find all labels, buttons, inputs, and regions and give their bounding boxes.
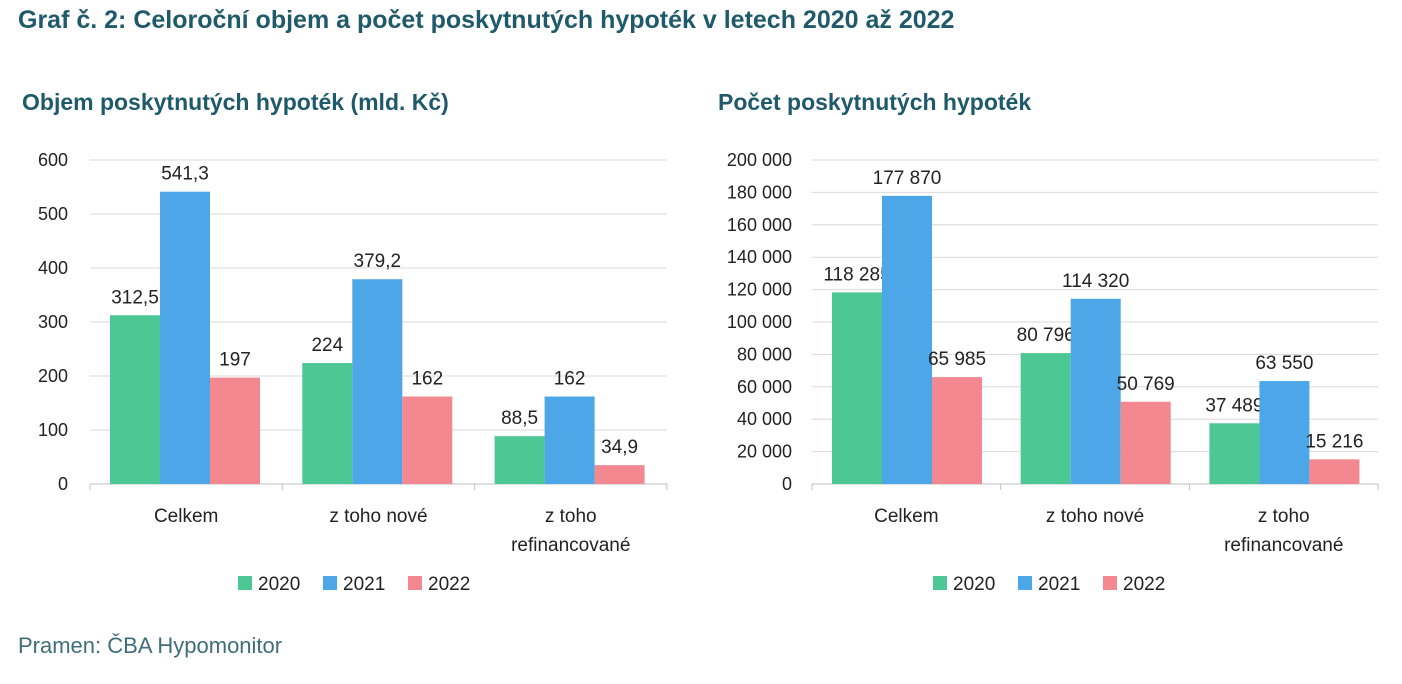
source-note: Pramen: ČBA Hypomonitor bbox=[18, 633, 283, 658]
bar bbox=[1120, 401, 1171, 484]
bar bbox=[210, 377, 260, 484]
bar bbox=[302, 363, 353, 484]
data-label: 63 550 bbox=[1255, 353, 1313, 374]
y-tick-label: 80 000 bbox=[737, 344, 792, 364]
data-label: 224 bbox=[311, 335, 343, 356]
data-label: 50 769 bbox=[1117, 374, 1175, 395]
y-tick-label: 60 000 bbox=[737, 377, 792, 397]
data-label: 162 bbox=[411, 369, 443, 390]
y-tick-label: 0 bbox=[782, 474, 792, 494]
bar bbox=[544, 396, 595, 484]
y-tick-label: 200 000 bbox=[727, 150, 792, 170]
legend-swatch bbox=[1103, 576, 1117, 590]
y-tick-label: 400 bbox=[38, 258, 68, 278]
legend-label: 2020 bbox=[258, 574, 300, 595]
y-tick-label: 500 bbox=[38, 204, 68, 224]
legend-label: 2021 bbox=[1038, 574, 1080, 595]
chart-title: Počet poskytnutých hypoték bbox=[718, 89, 1031, 115]
data-label: 312,5 bbox=[111, 287, 159, 308]
bar bbox=[882, 195, 932, 485]
bar bbox=[932, 377, 982, 484]
volume-chart: Objem poskytnutých hypoték (mld. Kč) 0 100… bbox=[22, 89, 668, 595]
legend-swatch bbox=[323, 576, 337, 590]
category-label: Celkem bbox=[154, 506, 218, 527]
legend-label: 2022 bbox=[1123, 574, 1165, 595]
legend-label: 2020 bbox=[953, 574, 995, 595]
bar bbox=[402, 396, 453, 484]
data-label: 197 bbox=[219, 350, 251, 371]
data-label: 88,5 bbox=[501, 408, 538, 429]
bar bbox=[494, 436, 545, 484]
y-tick-label: 40 000 bbox=[737, 409, 792, 429]
category-label: refinancované bbox=[511, 535, 630, 556]
y-tick-label: 20 000 bbox=[737, 442, 792, 462]
legend-swatch bbox=[1018, 576, 1032, 590]
data-label: 162 bbox=[554, 369, 586, 390]
data-label: 15 216 bbox=[1305, 431, 1363, 452]
bar bbox=[1309, 459, 1360, 484]
legend-swatch bbox=[238, 576, 252, 590]
y-tick-label: 300 bbox=[38, 312, 68, 332]
category-label: z toho nové bbox=[1046, 506, 1144, 527]
data-label: 80 796 bbox=[1017, 325, 1075, 346]
data-label: 379,2 bbox=[354, 251, 402, 272]
legend-label: 2022 bbox=[428, 574, 470, 595]
data-label: 177 870 bbox=[873, 168, 942, 189]
category-label: z toho nové bbox=[329, 506, 427, 527]
count-chart: Počet poskytnutých hypoték 0 20 000 40 000 6… bbox=[718, 89, 1379, 595]
legend-label: 2021 bbox=[343, 574, 385, 595]
y-tick-label: 140 000 bbox=[727, 247, 792, 267]
bar bbox=[832, 292, 882, 484]
y-tick-label: 200 bbox=[38, 366, 68, 386]
data-label: 541,3 bbox=[161, 164, 209, 185]
category-label: Celkem bbox=[874, 506, 938, 527]
bar bbox=[1020, 353, 1071, 484]
bar bbox=[594, 465, 645, 484]
y-tick-label: 600 bbox=[38, 150, 68, 170]
data-label: 34,9 bbox=[601, 437, 638, 458]
chart-title: Objem poskytnutých hypoték (mld. Kč) bbox=[22, 89, 449, 115]
y-tick-label: 0 bbox=[58, 474, 68, 494]
y-tick-label: 100 bbox=[38, 420, 68, 440]
data-label: 37 489 bbox=[1205, 395, 1263, 416]
bar bbox=[1209, 423, 1260, 484]
page-title: Graf č. 2: Celoroční objem a počet posky… bbox=[18, 6, 955, 34]
legend-swatch bbox=[408, 576, 422, 590]
bar bbox=[352, 279, 403, 484]
data-label: 65 985 bbox=[928, 349, 986, 370]
data-label: 114 320 bbox=[1062, 271, 1129, 292]
y-tick-label: 160 000 bbox=[727, 215, 792, 235]
y-tick-label: 120 000 bbox=[727, 280, 792, 300]
category-label: z toho bbox=[545, 506, 597, 527]
bar bbox=[160, 191, 210, 484]
y-tick-label: 180 000 bbox=[727, 182, 792, 202]
bar bbox=[1070, 298, 1121, 484]
category-label: z toho bbox=[1258, 506, 1310, 527]
category-label: refinancované bbox=[1224, 535, 1343, 556]
bar bbox=[110, 315, 160, 484]
data-label: 118 285 bbox=[823, 264, 890, 285]
bar bbox=[1259, 381, 1310, 484]
y-tick-label: 100 000 bbox=[727, 312, 792, 332]
legend-swatch bbox=[933, 576, 947, 590]
